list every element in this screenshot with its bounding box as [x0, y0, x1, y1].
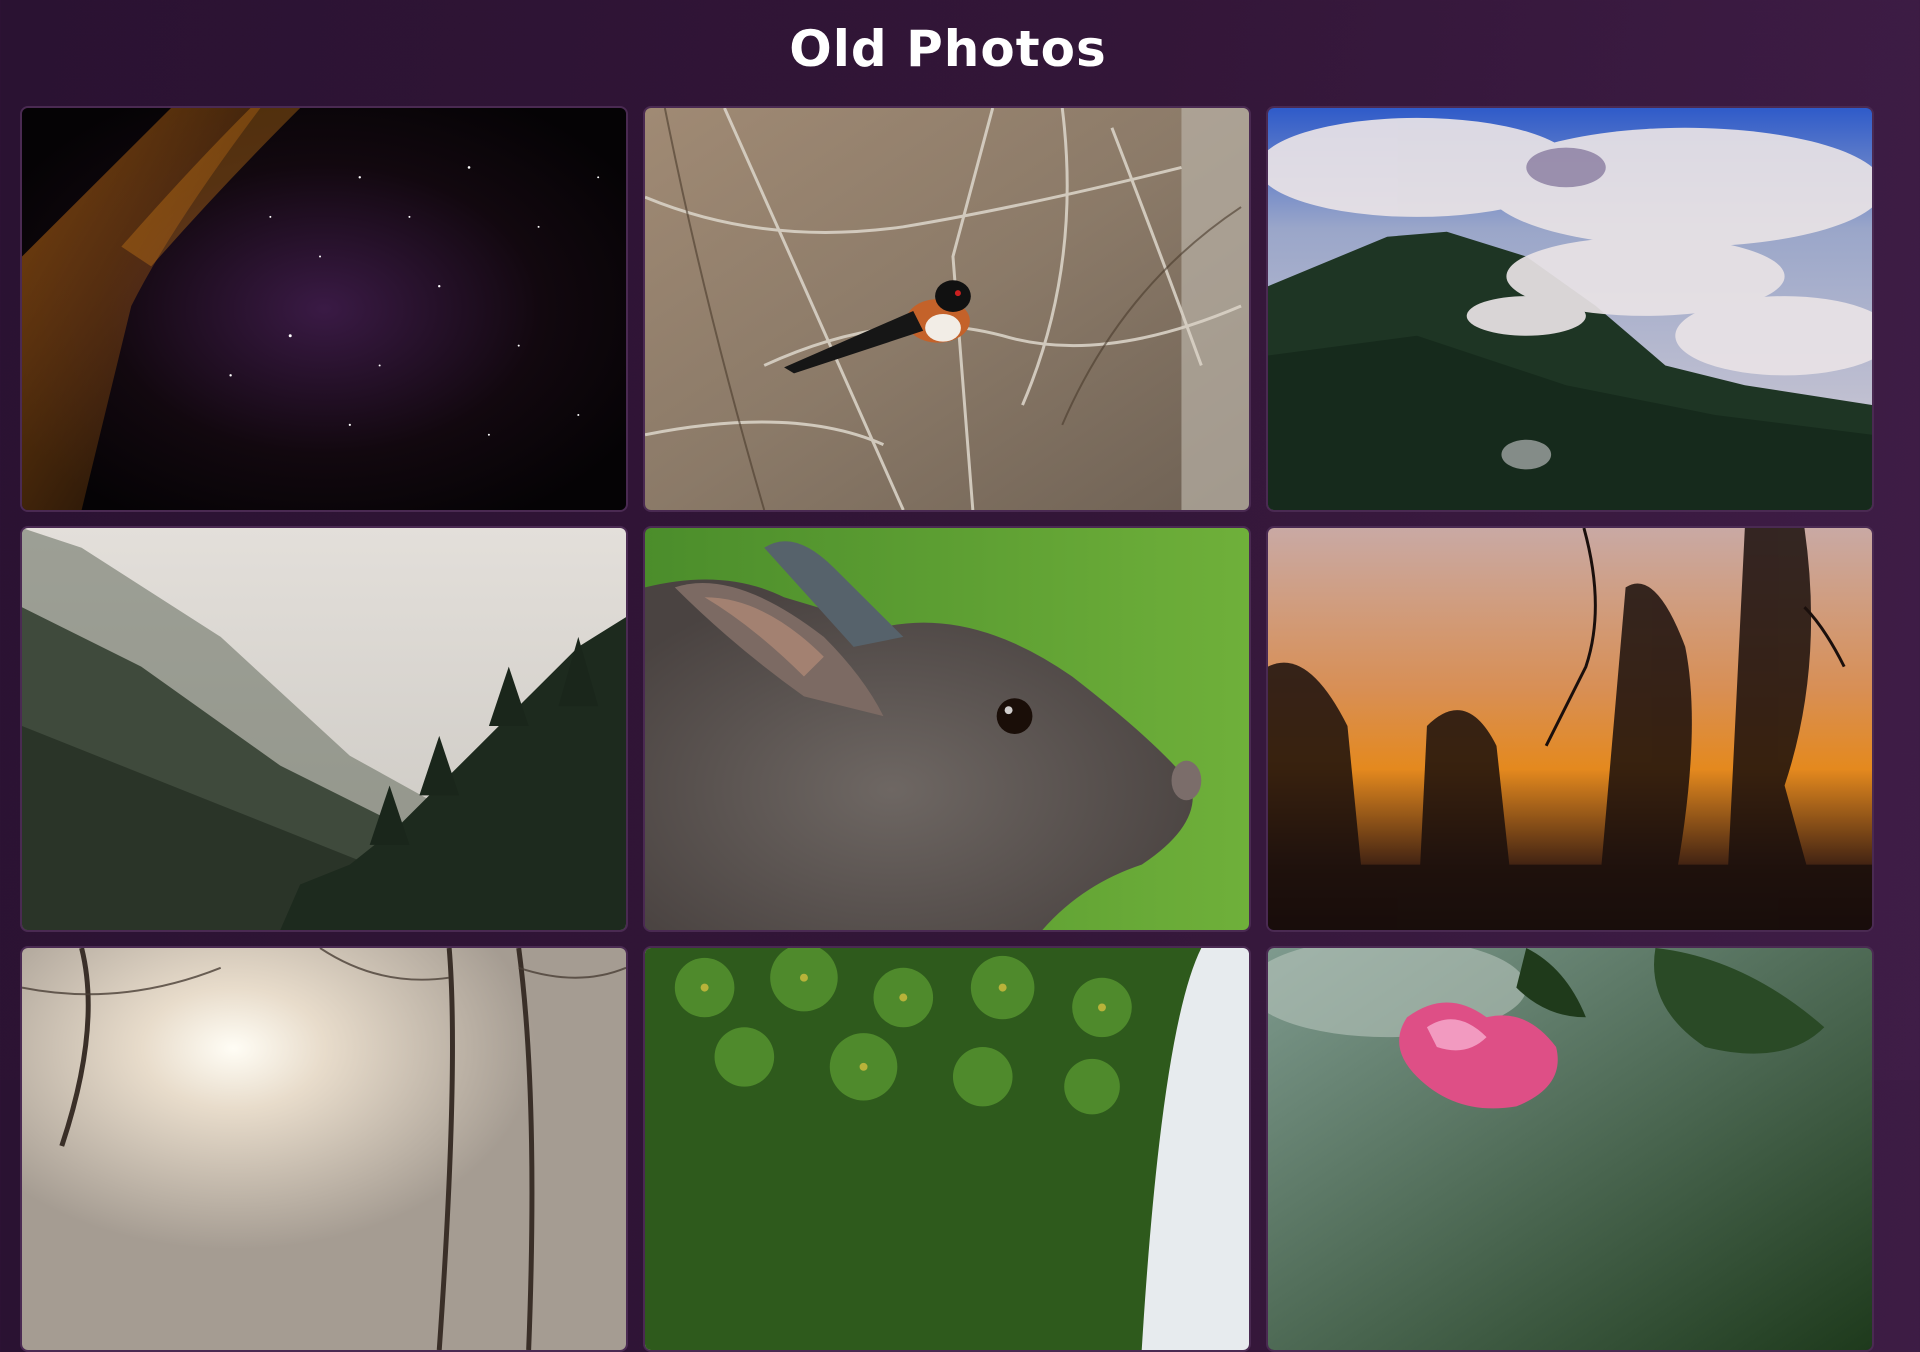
sunset-image [1268, 528, 1872, 930]
photo-rabbit[interactable] [643, 526, 1251, 932]
rabbit-image [645, 528, 1249, 930]
photo-sun-trees[interactable] [20, 946, 628, 1352]
photo-gallery [20, 106, 1874, 1352]
page-title: Old Photos [789, 20, 1107, 78]
night-sky-image [22, 108, 626, 510]
photo-night-sky[interactable] [20, 106, 628, 512]
forest-image [22, 528, 626, 930]
bird-image [645, 108, 1249, 510]
photo-rose[interactable] [1266, 946, 1874, 1352]
rose-image [1268, 948, 1872, 1350]
photo-forest[interactable] [20, 526, 628, 932]
shrub-image [645, 948, 1249, 1350]
photo-shrub[interactable] [643, 946, 1251, 1352]
photo-sunset[interactable] [1266, 526, 1874, 932]
photo-bird[interactable] [643, 106, 1251, 512]
sun-trees-image [22, 948, 626, 1350]
mountain-image [1268, 108, 1872, 510]
photo-mountain[interactable] [1266, 106, 1874, 512]
